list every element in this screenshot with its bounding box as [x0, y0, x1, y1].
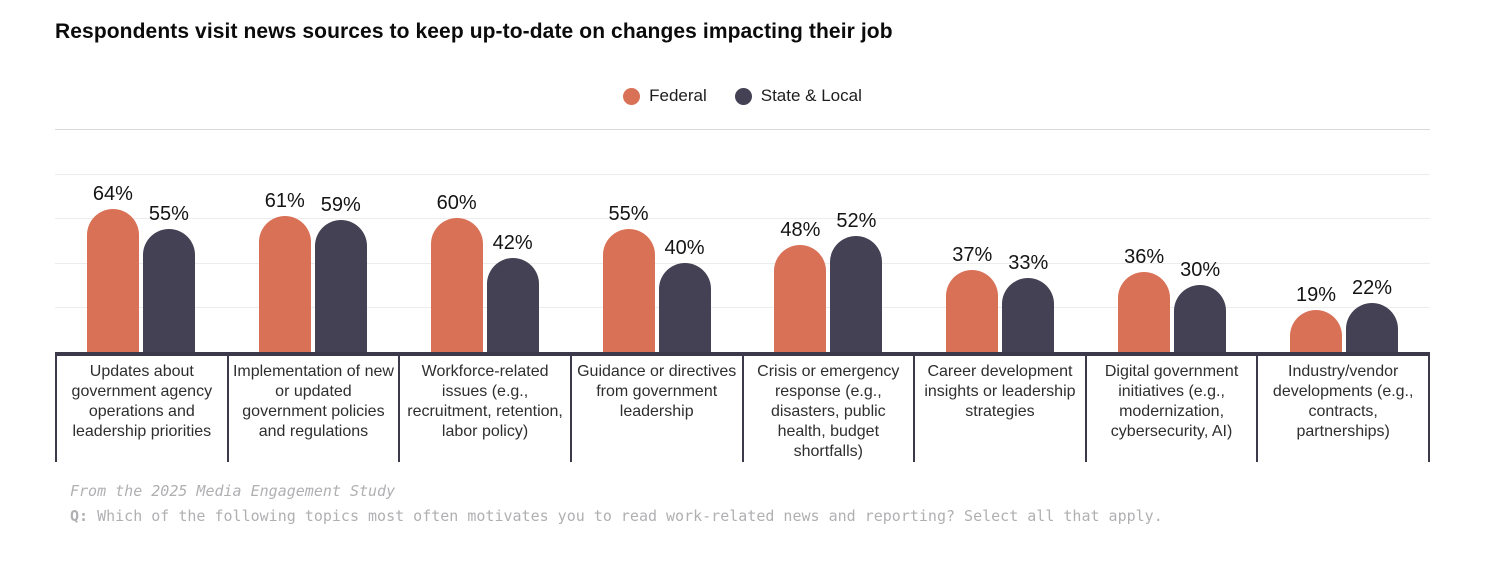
bar-group-0: 64% 55%	[55, 129, 227, 352]
bar-state-local	[142, 229, 195, 352]
category-label-4: Crisis or emergency response (e.g., disa…	[741, 356, 914, 462]
bar-wrap: 60%	[430, 129, 483, 352]
bar-value-label: 60%	[436, 192, 477, 215]
gridline-80	[55, 173, 1430, 175]
bar-value-label: 19%	[1296, 283, 1337, 306]
bar-value-label: 36%	[1124, 245, 1165, 268]
bar-group-2: 60% 42%	[399, 129, 571, 352]
bar-wrap: 36%	[1118, 129, 1171, 352]
bar-value-label: 55%	[608, 203, 649, 226]
bar-wrap: 52%	[830, 129, 883, 352]
bar-groups: 64% 55% 61% 59% 60% 42% 55% 40% 48% 52% 37% 33% 36% 3…	[55, 129, 1430, 352]
footer-question-text: Which of the following topics most often…	[88, 507, 1163, 525]
bar-group-6: 36% 30%	[1086, 129, 1258, 352]
bar-state-local	[1002, 278, 1055, 352]
legend-item-1: State & Local	[734, 86, 862, 106]
bar-group-1: 61% 59%	[227, 129, 399, 352]
bar-value-label: 30%	[1180, 259, 1221, 282]
chart-title: Respondents visit news sources to keep u…	[55, 20, 893, 43]
bar-value-label: 22%	[1352, 276, 1393, 299]
bar-group-7: 19% 22%	[1258, 129, 1430, 352]
gridline-20	[55, 307, 1430, 309]
footer-question: Q: Which of the following topics most of…	[70, 504, 1163, 529]
bar-federal	[86, 209, 139, 352]
bar-value-label: 64%	[92, 183, 133, 206]
bar-value-label: 55%	[148, 203, 189, 226]
legend-label: State & Local	[760, 86, 862, 105]
bar-wrap: 61%	[258, 129, 311, 352]
bar-group-3: 55% 40%	[571, 129, 743, 352]
bar-state-local	[830, 236, 883, 352]
category-label-6: Digital government initiatives (e.g., mo…	[1084, 356, 1257, 462]
category-label-5: Career development insights or leadershi…	[913, 356, 1085, 462]
category-label-7: Industry/vendor developments (e.g., cont…	[1256, 356, 1430, 462]
bar-wrap: 19%	[1290, 129, 1343, 352]
bar-wrap: 59%	[314, 129, 367, 352]
legend-item-0: Federal	[623, 86, 707, 106]
bar-value-label: 59%	[320, 194, 361, 217]
bar-state-local	[486, 258, 539, 352]
bar-wrap: 42%	[486, 129, 539, 352]
bar-federal	[1118, 271, 1171, 352]
category-label-0: Updates about government agency operatio…	[55, 356, 227, 462]
legend-dot-icon	[734, 87, 752, 105]
bar-state-local	[658, 262, 711, 352]
bar-federal	[430, 218, 483, 352]
bar-value-label: 48%	[780, 218, 821, 241]
bar-federal	[258, 215, 311, 352]
category-label-3: Guidance or directives from government l…	[569, 356, 742, 462]
bar-wrap: 40%	[658, 129, 711, 352]
category-label-1: Implementation of new or updated governm…	[226, 356, 399, 462]
bar-wrap: 55%	[602, 129, 655, 352]
footer: From the 2025 Media Engagement Study Q: …	[70, 479, 1163, 529]
bar-federal	[1290, 309, 1343, 352]
bar-wrap: 22%	[1346, 129, 1399, 352]
bar-group-5: 37% 33%	[914, 129, 1086, 352]
bar-federal	[602, 229, 655, 352]
bar-state-local	[1346, 302, 1399, 352]
bar-federal	[946, 269, 999, 352]
bar-state-local	[1174, 285, 1227, 352]
gridline-100	[55, 129, 1430, 130]
bar-group-4: 48% 52%	[743, 129, 915, 352]
legend: Federal State & Local	[55, 86, 1430, 106]
bar-value-label: 61%	[264, 189, 305, 212]
bar-wrap: 37%	[946, 129, 999, 352]
bar-wrap: 33%	[1002, 129, 1055, 352]
bar-value-label: 42%	[492, 232, 533, 255]
category-labels: Updates about government agency operatio…	[55, 356, 1430, 462]
gridline-40	[55, 262, 1430, 264]
gridline-60	[55, 218, 1430, 220]
legend-dot-icon	[623, 87, 641, 105]
bar-value-label: 52%	[836, 210, 877, 233]
bar-value-label: 33%	[1008, 252, 1049, 275]
bar-wrap: 64%	[86, 129, 139, 352]
bar-value-label: 40%	[664, 236, 705, 259]
bar-value-label: 37%	[952, 243, 993, 266]
bar-wrap: 30%	[1174, 129, 1227, 352]
footer-source: From the 2025 Media Engagement Study	[70, 482, 396, 500]
plot-area: 64% 55% 61% 59% 60% 42% 55% 40% 48% 52% 37% 33% 36% 3…	[55, 129, 1430, 352]
category-label-2: Workforce-related issues (e.g., recruitm…	[398, 356, 570, 462]
x-axis-line	[55, 352, 1430, 356]
bar-state-local	[314, 220, 367, 352]
footer-question-prefix: Q:	[70, 507, 89, 525]
legend-label: Federal	[649, 86, 707, 105]
bar-federal	[774, 244, 827, 352]
bar-wrap: 48%	[774, 129, 827, 352]
bar-wrap: 55%	[142, 129, 195, 352]
